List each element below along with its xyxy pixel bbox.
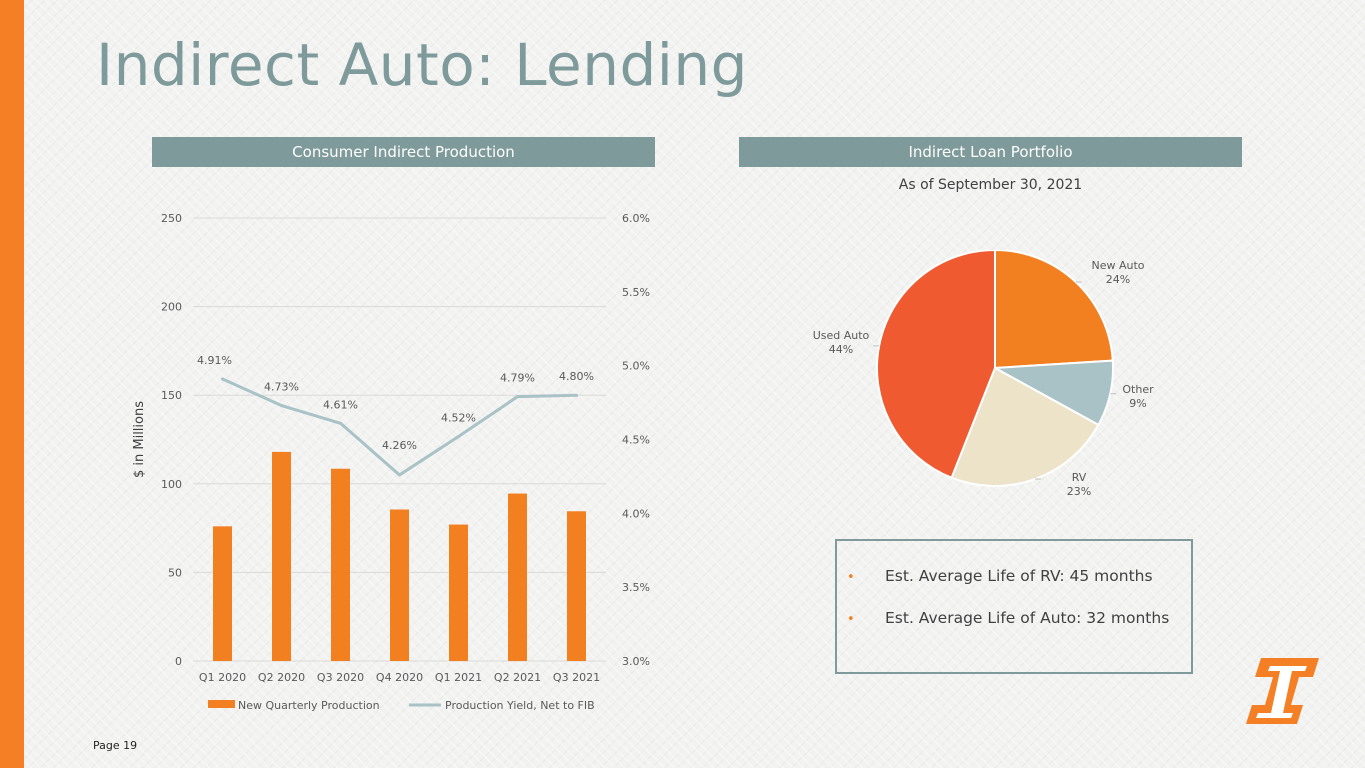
yield-data-label: 4.52% — [441, 412, 476, 425]
average-life-box: • Est. Average Life of RV: 45 months • Est… — [835, 539, 1193, 674]
bullet-icon: • — [847, 612, 855, 627]
x-tick-label: Q4 2020 — [376, 671, 423, 684]
company-logo-icon — [1246, 658, 1319, 724]
y-axis-label: $ in Millions — [132, 401, 147, 478]
legend-label: New Quarterly Production — [238, 699, 380, 712]
y-tick-label: 200 — [161, 301, 182, 314]
y2-tick-label: 4.5% — [622, 434, 650, 447]
info-item-auto-text: Est. Average Life of Auto: 32 months — [885, 609, 1170, 627]
portfolio-chart-header: Indirect Loan Portfolio — [739, 137, 1242, 167]
yield-point — [339, 421, 342, 425]
pie-label-name: New Auto — [1091, 259, 1144, 272]
x-tick-label: Q3 2021 — [553, 671, 600, 684]
pie-label-value: 9% — [1129, 397, 1146, 410]
legend-label: Production Yield, Net to FIB — [445, 699, 595, 712]
pie-label-value: 23% — [1067, 485, 1091, 498]
info-item-auto: • Est. Average Life of Auto: 32 months — [847, 605, 1191, 647]
yield-point — [221, 377, 224, 381]
accent-bar — [0, 0, 24, 768]
y2-tick-label: 5.5% — [622, 286, 650, 299]
yield-data-label: 4.73% — [264, 381, 299, 394]
y2-tick-label: 4.0% — [622, 507, 650, 520]
y-tick-label: 100 — [161, 478, 182, 491]
y-tick-label: 0 — [175, 655, 182, 668]
y2-tick-label: 5.0% — [622, 360, 650, 373]
yield-point — [280, 404, 283, 408]
bar-q4-2020 — [390, 509, 409, 661]
x-tick-label: Q2 2020 — [258, 671, 305, 684]
yield-point — [398, 473, 401, 477]
pie-label-name: RV — [1072, 471, 1087, 484]
y-tick-label: 250 — [161, 212, 182, 225]
production-chart-header: Consumer Indirect Production — [152, 137, 655, 167]
y2-tick-label: 6.0% — [622, 212, 650, 225]
page-title: Indirect Auto: Lending — [96, 31, 749, 99]
yield-data-label: 4.79% — [500, 372, 535, 385]
bar-q2-2020 — [272, 451, 291, 661]
x-tick-label: Q3 2020 — [317, 671, 364, 684]
legend-swatch-bar — [208, 700, 235, 708]
bar-q1-2020 — [213, 526, 232, 661]
bar-q1-2021 — [449, 524, 468, 661]
bar-q2-2021 — [508, 493, 527, 661]
bar-q3-2020 — [331, 468, 350, 661]
page-number: Page 19 — [93, 739, 138, 752]
yield-data-label: 4.26% — [382, 439, 417, 452]
pie-slice-used-auto — [875, 250, 996, 480]
bar-q3-2021 — [567, 511, 586, 661]
y-tick-label: 50 — [168, 566, 182, 579]
pie-label-name: Other — [1122, 383, 1154, 396]
yield-data-label: 4.61% — [323, 398, 358, 411]
pie-label-value: 44% — [829, 343, 853, 356]
x-tick-label: Q2 2021 — [494, 671, 541, 684]
yield-data-label: 4.91% — [197, 354, 232, 367]
yield-point — [457, 435, 460, 439]
y2-tick-label: 3.5% — [622, 581, 650, 594]
x-tick-label: Q1 2021 — [435, 671, 482, 684]
pie-label-name: Used Auto — [813, 329, 870, 342]
info-item-rv-text: Est. Average Life of RV: 45 months — [885, 567, 1153, 585]
yield-data-label: 4.80% — [559, 370, 594, 383]
pie-label-value: 24% — [1106, 273, 1130, 286]
x-tick-label: Q1 2020 — [199, 671, 246, 684]
info-item-rv: • Est. Average Life of RV: 45 months — [847, 563, 1191, 605]
pie-slice-rv — [950, 366, 1100, 487]
bullet-icon: • — [847, 570, 855, 585]
y2-tick-label: 3.0% — [622, 655, 650, 668]
y-tick-label: 150 — [161, 389, 182, 402]
yield-point — [516, 395, 519, 399]
production-combo-chart: 0 50 100 150 200 250 3.0% 3.5% 4.0% 4.5% 5.0% 5.5% 6… — [132, 212, 650, 712]
yield-point — [575, 393, 578, 397]
pie-subtitle: As of September 30, 2021 — [898, 177, 1083, 193]
